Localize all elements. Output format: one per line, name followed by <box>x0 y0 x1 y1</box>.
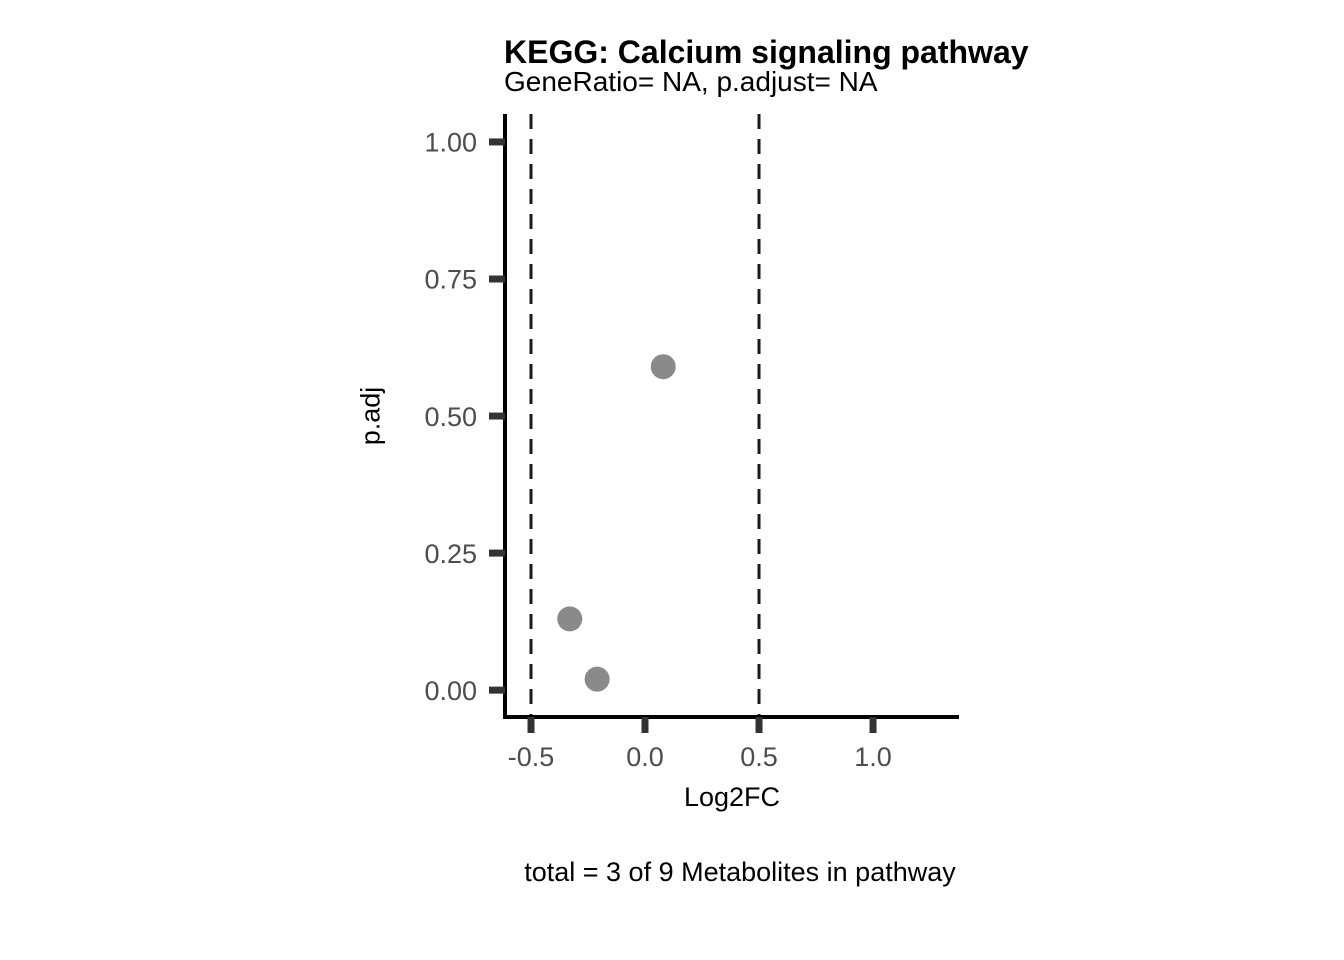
data-point <box>650 354 676 380</box>
y-tick-label: 0.50 <box>424 402 477 432</box>
data-point <box>557 606 583 632</box>
data-point <box>584 666 610 692</box>
chart-caption: total = 3 of 9 Metabolites in pathway <box>524 857 956 887</box>
y-tick-label: 0.25 <box>424 539 477 569</box>
y-axis-title: p.adj <box>355 386 386 446</box>
y-tick-label: 1.00 <box>424 128 477 158</box>
x-tick-label: -0.5 <box>508 742 555 772</box>
x-tick-label: 0.0 <box>626 742 664 772</box>
x-tick-label: 1.0 <box>854 742 892 772</box>
x-axis-title: Log2FC <box>683 782 781 812</box>
y-tick-label: 0.00 <box>424 676 477 706</box>
x-tick-label: 0.5 <box>740 742 778 772</box>
chart-subtitle: GeneRatio= NA, p.adjust= NA <box>504 66 878 97</box>
y-tick-label: 0.75 <box>424 265 477 295</box>
chart-title: KEGG: Calcium signaling pathway <box>504 34 1029 70</box>
